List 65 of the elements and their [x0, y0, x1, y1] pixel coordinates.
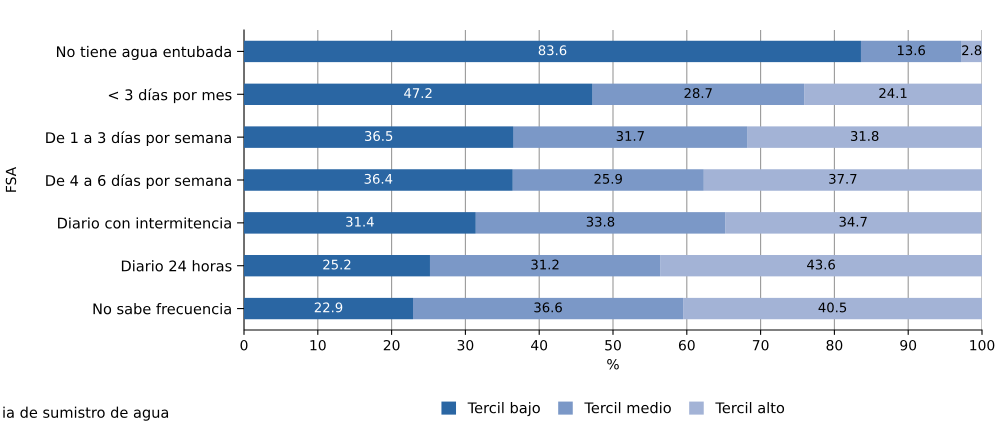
text: ia de sumistro de agua	[3, 406, 168, 421]
data-label: 37.7	[829, 174, 856, 184]
bar	[413, 298, 684, 320]
x-axis-title: %	[607, 358, 619, 370]
data-label: 36.6	[534, 302, 562, 312]
y-tick-label: < 3 días por mes	[108, 88, 232, 104]
x-tick-label: 0	[240, 340, 248, 350]
bar	[512, 169, 704, 191]
data-label: 2.8	[962, 45, 982, 56]
y-tick-label: Diario 24 horas	[122, 260, 232, 272]
data-label: 83.6	[538, 45, 566, 56]
y-axis-title: FSA	[6, 166, 16, 192]
legend-label: Tercil bajo	[468, 402, 540, 416]
data-label: 31.2	[531, 260, 558, 270]
x-tick-label: 100	[970, 340, 994, 350]
x-tick-label: 60	[678, 340, 695, 350]
bar	[244, 84, 592, 105]
data-label: 40.5	[818, 302, 846, 312]
data-label: 36.5	[365, 130, 392, 141]
data-label: 43.6	[807, 260, 835, 270]
data-label: 31.7	[616, 130, 644, 141]
data-label: 13.6	[898, 45, 926, 56]
data-label: 33.8	[586, 216, 614, 227]
data-label: 34.7	[840, 216, 867, 227]
bar	[244, 40, 861, 62]
data-label: 24.1	[879, 88, 907, 98]
bar	[725, 212, 982, 234]
data-label: 25.2	[323, 260, 350, 270]
data-label: 25.9	[594, 174, 622, 184]
y-tick-label: Diario con intermitencia	[58, 217, 231, 229]
data-label: 31.8	[850, 130, 878, 141]
data-label: 28.7	[684, 88, 712, 98]
bar	[747, 126, 982, 148]
x-tick-label: 80	[826, 340, 842, 350]
bar	[244, 169, 513, 191]
x-tick-label: 30	[458, 340, 474, 350]
legend-label: Tercil medio	[584, 402, 671, 414]
x-tick-label: 20	[384, 340, 400, 350]
bar	[683, 298, 982, 320]
bar	[430, 255, 660, 276]
x-tick-label: 90	[900, 340, 916, 350]
x-tick-label: 10	[310, 340, 326, 350]
bar	[660, 255, 982, 276]
bar	[704, 169, 982, 191]
bar	[244, 255, 430, 276]
data-label: 47.2	[404, 88, 432, 98]
y-tick-label: De 4 a 6 días por semana	[46, 174, 231, 189]
bar	[244, 298, 413, 320]
y-tick-label: De 1 a 3 días por semana	[46, 131, 231, 146]
x-tick-label: 40	[531, 340, 548, 350]
x-tick-label: 50	[605, 340, 621, 350]
y-tick-label: No tiene agua entubada	[56, 46, 231, 60]
bar	[244, 212, 476, 234]
x-tick-label: 70	[752, 340, 769, 350]
bar	[244, 126, 514, 148]
legend-label: Tercil alto	[715, 402, 784, 414]
bar	[592, 84, 804, 105]
y-tick-label: No sabe frecuencia	[94, 303, 231, 314]
data-label: 22.9	[314, 302, 342, 312]
bar	[513, 126, 748, 148]
bar	[860, 40, 962, 62]
bar	[476, 212, 726, 234]
data-label: 36.4	[364, 174, 392, 184]
bar	[804, 84, 982, 105]
data-label: 31.4	[346, 216, 374, 227]
